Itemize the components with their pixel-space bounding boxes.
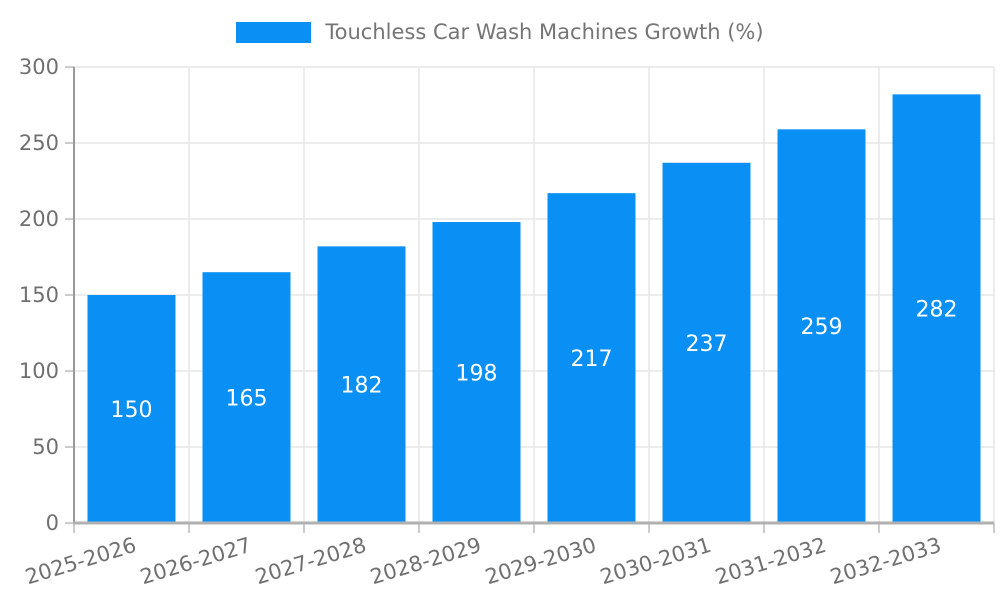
- bar-value-label: 198: [456, 362, 498, 387]
- x-tick-label: 2031-2032: [712, 533, 828, 589]
- bar: [892, 94, 981, 524]
- y-tick-label: 250: [19, 131, 59, 155]
- bar: [317, 246, 406, 524]
- x-tick-label: 2026-2027: [137, 533, 253, 589]
- bar: [432, 222, 521, 524]
- bar-value-label: 259: [801, 315, 843, 340]
- y-tick-label: 50: [32, 435, 59, 459]
- legend-swatch: [236, 22, 312, 43]
- x-tick-label: 2028-2029: [367, 533, 483, 589]
- bar-value-label: 150: [111, 398, 153, 423]
- x-tick-label: 2029-2030: [482, 533, 598, 589]
- bar: [87, 295, 176, 523]
- bar: [202, 272, 291, 523]
- y-tick-label: 150: [19, 283, 59, 307]
- chart-legend[interactable]: Touchless Car Wash Machines Growth (%): [0, 21, 1000, 44]
- legend-label: Touchless Car Wash Machines Growth (%): [325, 20, 764, 44]
- x-tick-label: 2030-2031: [597, 533, 713, 589]
- y-tick-label: 100: [19, 359, 59, 383]
- bar-value-label: 182: [341, 374, 383, 399]
- bar: [662, 162, 751, 523]
- x-tick-label: 2027-2028: [252, 533, 368, 589]
- x-tick-label: 2025-2026: [22, 533, 138, 589]
- y-tick-label: 300: [19, 55, 59, 79]
- bar: [547, 193, 636, 523]
- bar-value-label: 217: [571, 347, 613, 372]
- y-tick-label: 200: [19, 207, 59, 231]
- bar-value-label: 237: [686, 332, 728, 357]
- bar-value-label: 282: [916, 298, 958, 323]
- x-tick-label: 2032-2033: [827, 533, 943, 589]
- bar-value-label: 165: [226, 387, 268, 412]
- y-tick-label: 0: [46, 511, 59, 535]
- bar: [777, 129, 866, 523]
